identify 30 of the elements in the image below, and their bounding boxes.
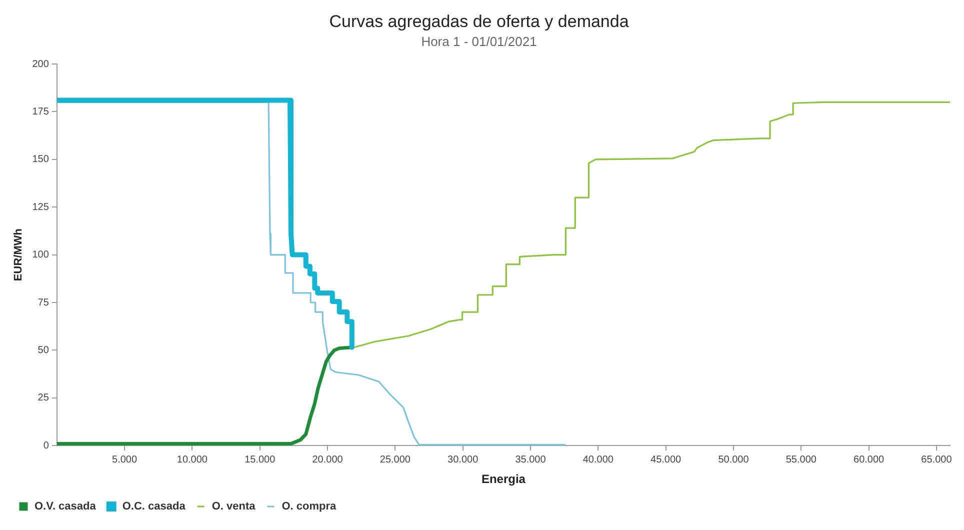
legend-label: O. venta — [212, 500, 256, 513]
x-tick-label: 35.000 — [515, 454, 546, 466]
y-tick-label: 150 — [32, 154, 50, 166]
x-tick-label: 25.000 — [380, 454, 411, 466]
x-tick-label: 50.000 — [718, 454, 750, 466]
y-tick-label: 200 — [32, 58, 50, 70]
y-tick-label: 125 — [32, 202, 50, 213]
x-tick-label: 60.000 — [854, 454, 885, 466]
legend-label: O.C. casada — [122, 500, 186, 513]
x-tick-label: 45.000 — [650, 454, 682, 466]
x-tick-label: 15.000 — [244, 454, 276, 466]
x-tick-label: 40.000 — [582, 454, 614, 466]
x-tick-label: 30.000 — [448, 454, 479, 466]
y-tick-label: 0 — [43, 440, 50, 452]
chart-subtitle: Hora 1 - 01/01/2021 — [421, 34, 537, 49]
y-tick-label: 75 — [38, 297, 50, 308]
y-tick-label: 175 — [32, 106, 50, 118]
x-tick-label: 55.000 — [786, 454, 817, 466]
y-axis-title: EUR/MWh — [12, 228, 25, 282]
y-tick-label: 25 — [38, 392, 50, 404]
legend-label: O. compra — [282, 500, 338, 513]
x-tick-label: 65.000 — [921, 454, 952, 466]
x-tick-label: 5.000 — [112, 454, 138, 466]
x-tick-label: 20.000 — [312, 454, 344, 466]
x-axis-title: Energia — [481, 472, 526, 486]
legend-label: O.V. casada — [34, 500, 97, 513]
chart-title: Curvas agregadas de oferta y demanda — [329, 12, 630, 31]
y-tick-label: 100 — [32, 250, 50, 261]
x-tick-label: 10.000 — [176, 454, 208, 466]
y-tick-label: 50 — [38, 344, 50, 356]
